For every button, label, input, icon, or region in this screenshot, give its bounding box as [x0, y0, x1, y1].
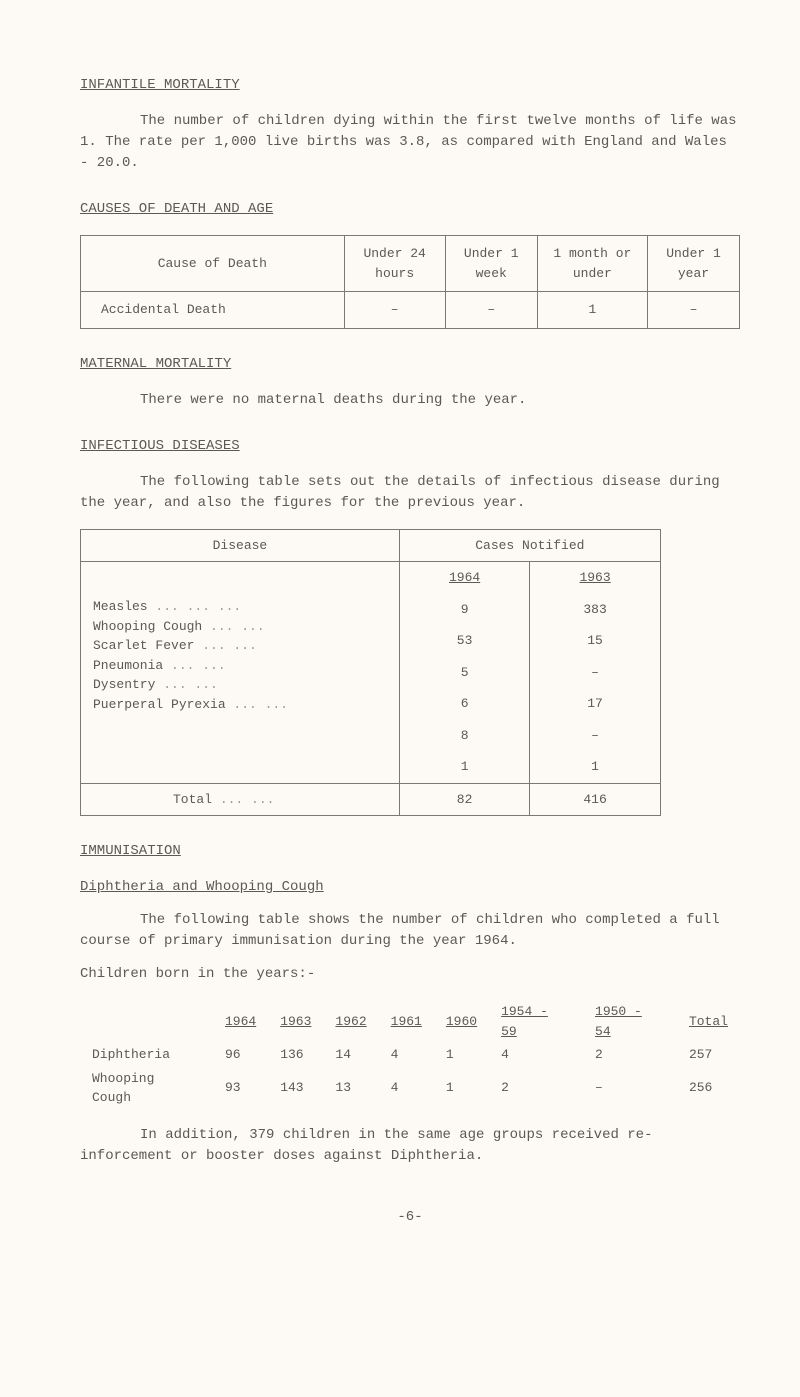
- death-row-c4: –: [647, 292, 739, 329]
- imm-r1v0: 93: [213, 1067, 268, 1110]
- para-infantile: The number of children dying within the …: [80, 111, 740, 174]
- death-row-c3: 1: [537, 292, 647, 329]
- death-row-c1: –: [344, 292, 445, 329]
- para-children-born: Children born in the years:-: [80, 964, 740, 985]
- year-1964: 1964: [399, 562, 529, 594]
- d4c1: 8: [399, 720, 529, 752]
- immunisation-table: 1964 1963 1962 1961 1960 1954 - 59 1950 …: [80, 1000, 740, 1110]
- para-addition: In addition, 379 children in the same ag…: [80, 1125, 740, 1167]
- d1c2: 15: [530, 625, 660, 657]
- disease-header: Disease: [81, 529, 400, 562]
- imm-y1: 1963: [268, 1000, 323, 1043]
- death-header-24h: Under 24 hours: [344, 236, 445, 292]
- disease-names-cell: Measles ... ... ... Whooping Cough ... .…: [81, 562, 400, 784]
- imm-r0v4: 1: [434, 1043, 489, 1067]
- imm-r0v7: 257: [677, 1043, 740, 1067]
- imm-y6: 1950 - 54: [583, 1000, 677, 1043]
- death-header-1y: Under 1 year: [647, 236, 739, 292]
- disease-table: Disease Cases Notified Measles ... ... .…: [80, 529, 661, 817]
- imm-y2: 1962: [323, 1000, 378, 1043]
- death-header-1m: 1 month or under: [537, 236, 647, 292]
- para-maternal: There were no maternal deaths during the…: [80, 390, 740, 411]
- death-row-name: Accidental Death: [81, 292, 345, 329]
- imm-r0v0: 96: [213, 1043, 268, 1067]
- imm-y0: 1964: [213, 1000, 268, 1043]
- imm-y4: 1960: [434, 1000, 489, 1043]
- imm-r1v3: 4: [379, 1067, 434, 1110]
- disease-name-2: Scarlet Fever: [93, 638, 194, 653]
- imm-r1v2: 13: [323, 1067, 378, 1110]
- d0c1: 9: [399, 594, 529, 626]
- para-infectious: The following table sets out the details…: [80, 472, 740, 514]
- imm-r1-name: Whooping Cough: [80, 1067, 213, 1110]
- disease-name-1: Whooping Cough: [93, 619, 202, 634]
- imm-r1v5: 2: [489, 1067, 583, 1110]
- d2c1: 5: [399, 657, 529, 689]
- d5c2: 1: [530, 751, 660, 783]
- imm-y5: 1954 - 59: [489, 1000, 583, 1043]
- total-c1: 82: [399, 783, 529, 816]
- cases-header: Cases Notified: [399, 529, 660, 562]
- total-label: Total ... ...: [81, 783, 400, 816]
- disease-name-4: Dysentry: [93, 677, 155, 692]
- imm-r1v1: 143: [268, 1067, 323, 1110]
- d2c2: –: [530, 657, 660, 689]
- d5c1: 1: [399, 751, 529, 783]
- death-header-1w: Under 1 week: [445, 236, 537, 292]
- imm-r1v6: –: [583, 1067, 677, 1110]
- d1c1: 53: [399, 625, 529, 657]
- imm-r0v5: 4: [489, 1043, 583, 1067]
- heading-causes: CAUSES OF DEATH AND AGE: [80, 199, 740, 220]
- disease-name-3: Pneumonia: [93, 658, 163, 673]
- imm-y3: 1961: [379, 1000, 434, 1043]
- death-table: Cause of Death Under 24 hours Under 1 we…: [80, 235, 740, 329]
- disease-name-5: Puerperal Pyrexia: [93, 697, 226, 712]
- imm-r0v3: 4: [379, 1043, 434, 1067]
- d0c2: 383: [530, 594, 660, 626]
- imm-y7: Total: [677, 1000, 740, 1043]
- heading-infantile: INFANTILE MORTALITY: [80, 75, 740, 96]
- imm-r1v4: 1: [434, 1067, 489, 1110]
- imm-r1v7: 256: [677, 1067, 740, 1110]
- imm-r0v1: 136: [268, 1043, 323, 1067]
- d4c2: –: [530, 720, 660, 752]
- year-1963: 1963: [530, 562, 660, 594]
- heading-infectious: INFECTIOUS DISEASES: [80, 436, 740, 457]
- imm-r0v2: 14: [323, 1043, 378, 1067]
- d3c2: 17: [530, 688, 660, 720]
- imm-r0-name: Diphtheria: [80, 1043, 213, 1067]
- page-number: -6-: [80, 1207, 740, 1228]
- imm-r0v6: 2: [583, 1043, 677, 1067]
- para-immunisation: The following table shows the number of …: [80, 910, 740, 952]
- heading-maternal: MATERNAL MORTALITY: [80, 354, 740, 375]
- heading-diphtheria: Diphtheria and Whooping Cough: [80, 877, 740, 898]
- disease-name-0: Measles: [93, 599, 148, 614]
- total-c2: 416: [530, 783, 660, 816]
- heading-immunisation: IMMUNISATION: [80, 841, 740, 862]
- d3c1: 6: [399, 688, 529, 720]
- death-row-c2: –: [445, 292, 537, 329]
- death-header-cause: Cause of Death: [81, 236, 345, 292]
